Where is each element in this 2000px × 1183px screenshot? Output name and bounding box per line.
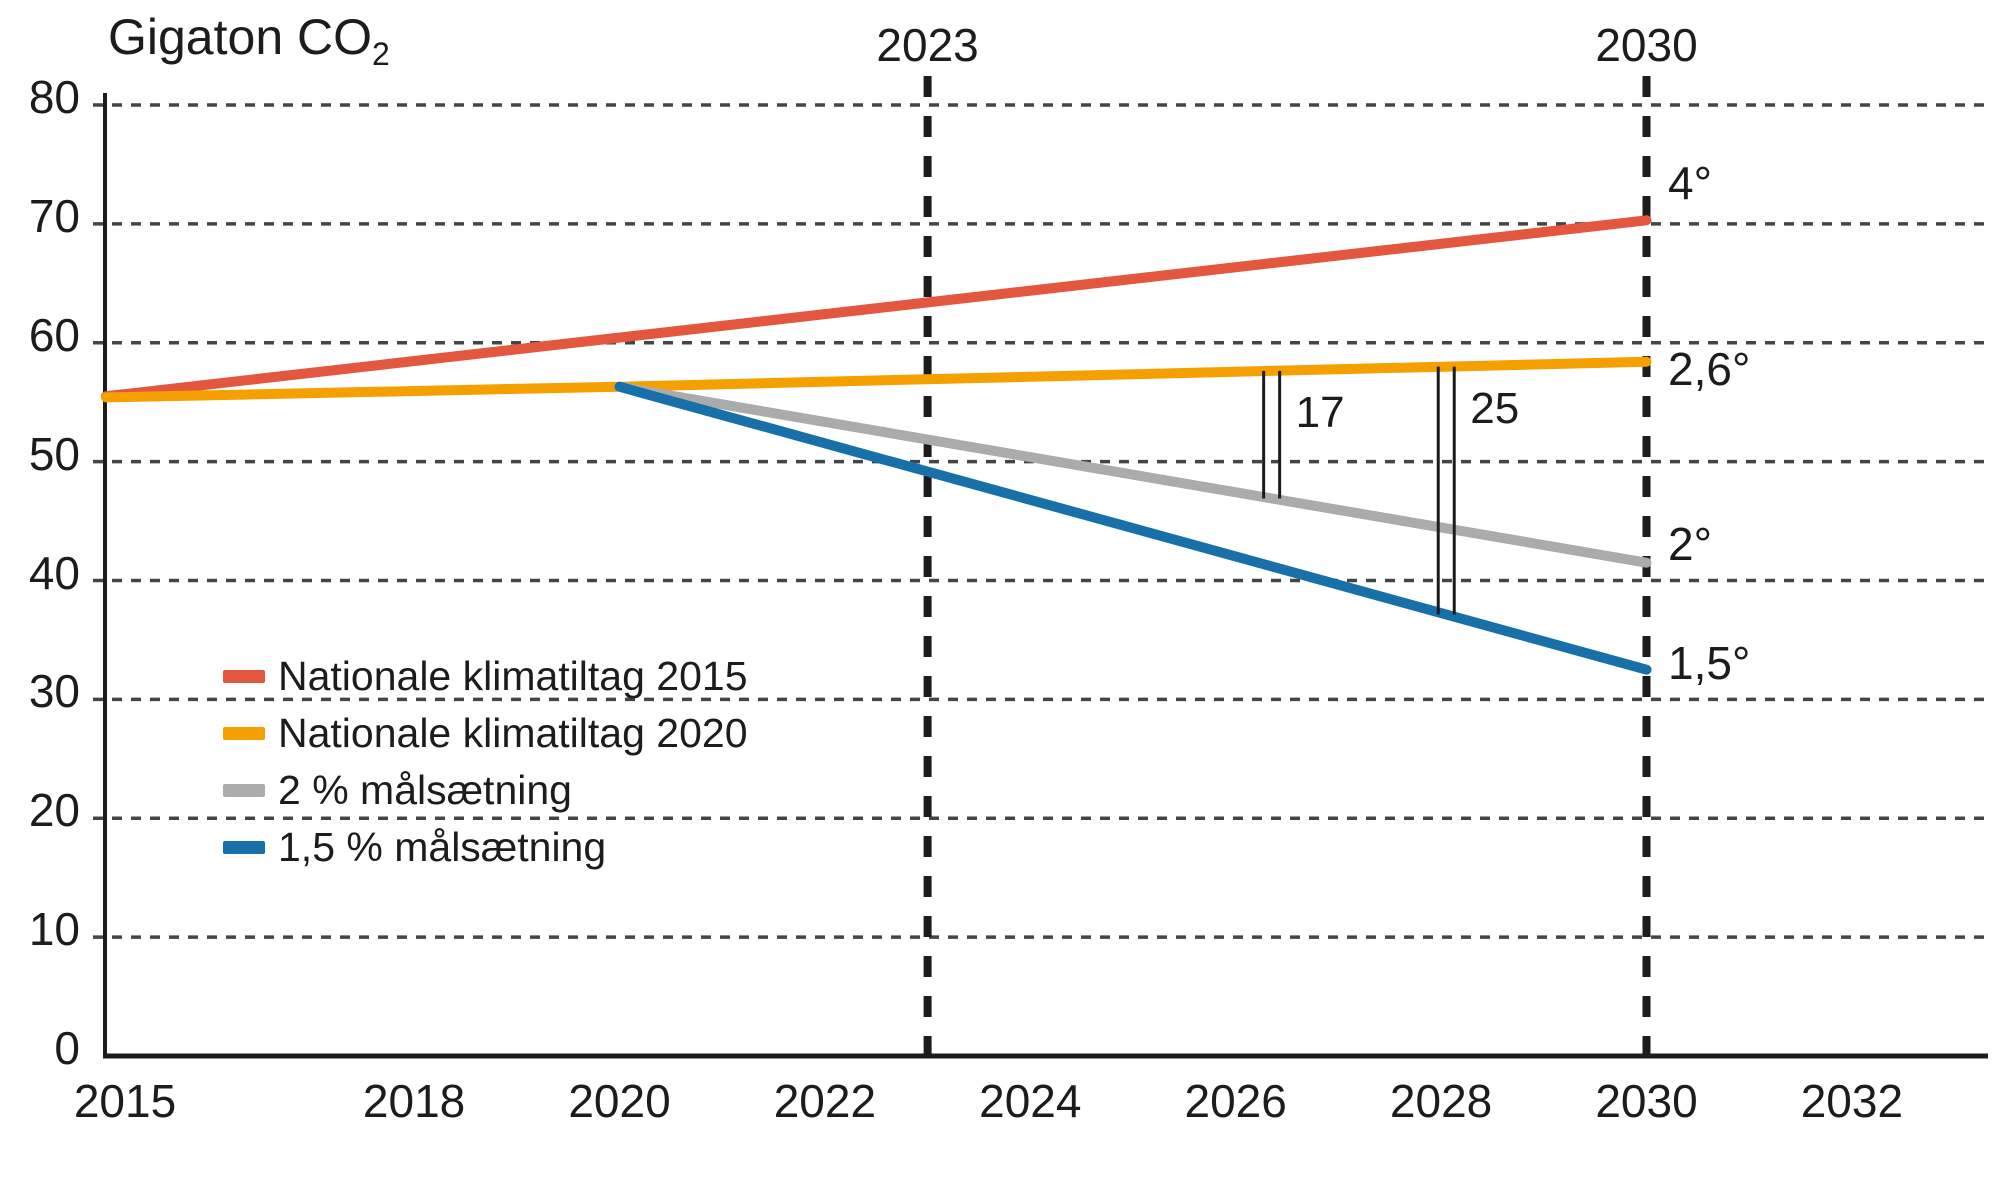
legend-label-4: 1,5 % målsætning: [278, 824, 607, 870]
legend-label-3: 2 % målsætning: [278, 767, 572, 813]
legend-swatch-2: [223, 727, 265, 740]
series-line-4: [614, 381, 1652, 675]
legend-label-1: Nationale klimatiltag 2015: [278, 653, 748, 699]
legend-item-4: 1,5 % målsætning: [223, 819, 748, 876]
y-axis-title-subscript: 2: [372, 36, 390, 72]
legend-item-2: Nationale klimatiltag 2020: [223, 705, 748, 762]
legend-item-1: Nationale klimatiltag 2015: [223, 648, 748, 705]
legend-swatch-1: [223, 670, 265, 683]
y-axis-title: Gigaton CO2: [108, 12, 390, 70]
legend-item-3: 2 % målsætning: [223, 762, 748, 819]
legend-swatch-3: [223, 784, 265, 797]
y-axis-title-text: Gigaton CO: [108, 9, 373, 65]
legend: Nationale klimatiltag 2015 Nationale klim…: [223, 648, 748, 876]
series-line-3: [614, 381, 1652, 568]
series-line-1: [101, 215, 1652, 402]
legend-label-2: Nationale klimatiltag 2020: [278, 710, 748, 756]
legend-swatch-4: [223, 841, 265, 854]
